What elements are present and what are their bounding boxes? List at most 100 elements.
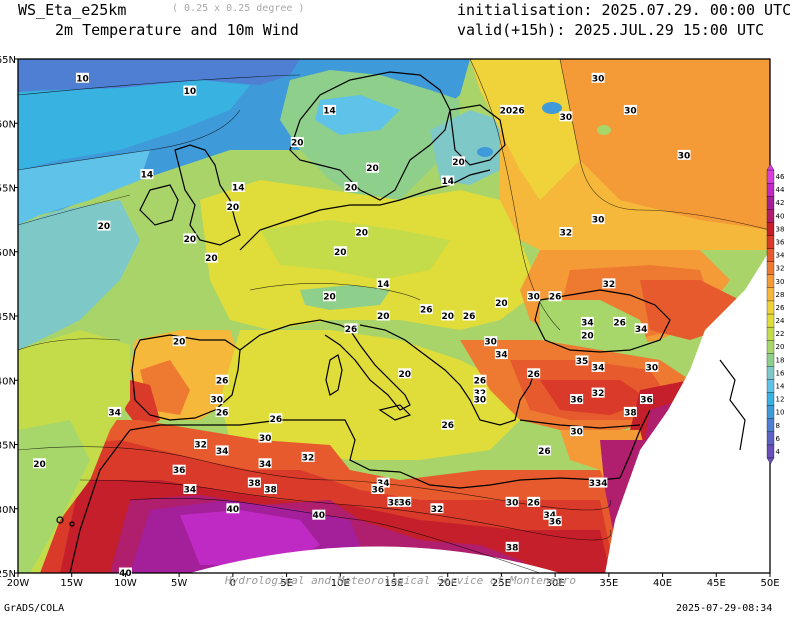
contour-label-bg [108,406,122,417]
colorbar-segment [766,366,775,380]
contour-label-bg [376,477,390,488]
contour-label-bg [118,567,132,578]
contour-label-bg [323,291,337,302]
contour-label: 30 [624,106,637,116]
contour-label-bg [430,503,444,514]
contour-label: 20 [452,158,465,168]
contour-label-bg [570,426,584,437]
contour-label: 34 [495,351,508,361]
contour-label-bg [575,355,589,366]
contour-label-bg [204,252,218,263]
contour-label: 35 [576,357,589,367]
contour-label: 36 [398,498,411,508]
lon-tick-label: 15E [384,578,403,589]
contour-label-bg [634,323,648,334]
grid-resolution: ( 0.25 x 0.25 degree ) [172,3,305,14]
colorbar-label: 12 [776,396,785,404]
colorbar-segment [766,169,775,184]
colorbar-segment [766,431,775,446]
contour-label-bg [376,278,390,289]
contour-label-bg [559,226,573,237]
contour-label-bg [97,220,111,231]
colorbar-label: 36 [776,239,785,247]
contour-label: 26 [441,421,454,431]
contour-label: 38 [388,498,401,508]
contour-label: 20 [398,370,411,380]
contour-label: 26 [463,312,476,322]
colorbar-label: 22 [776,330,785,338]
latitude-axis: 25N 30N 35N 40N 45N 50N 55N 60N 65N [0,55,18,580]
contour-label-bg [226,503,240,514]
lat-tick-label: 40N [0,376,16,387]
contour-label: 10 [76,74,89,84]
contour-label-bg [580,316,594,327]
render-timestamp: 2025-07-29-08:34 [676,603,773,614]
lon-tick-label: 25E [492,578,511,589]
contour-label: 30 [527,293,540,303]
contour-label: 20 [33,460,46,470]
contour-label: 40 [313,511,326,521]
contour-label-bg [183,483,197,494]
colorbar-label: 38 [776,225,785,233]
contour-label: 36 [372,485,385,495]
contour-label-bg [263,483,277,494]
contour-label: 26 [527,498,540,508]
contour-label-bg [312,509,326,520]
contour-label: 32 [302,453,315,463]
contour-label: 20 [377,312,390,322]
colorbar-label: 20 [776,343,785,351]
software-credit: GrADS/COLA [4,603,65,614]
contour-label: 34 [581,318,594,328]
contour-label: 34 [184,485,197,495]
lon-tick-label: 20W [7,578,30,589]
contour-label: 14 [441,177,454,187]
colorbar-segment [766,235,775,249]
colorbar-segment [766,222,775,236]
contour-label-bg [484,336,498,347]
colorbar-segment [766,340,775,354]
lon-tick-label: 35E [599,578,618,589]
contour-label: 26 [613,318,626,328]
colorbar-segment [766,418,775,432]
colorbar-segment [766,287,775,302]
lon-tick-label: 15W [60,578,83,589]
contour-label-bg [588,477,608,488]
contour-label: 30 [592,216,605,226]
contour-label: 34 [216,447,229,457]
contour-label-bg [441,419,455,430]
contour-label-bg [473,387,487,398]
colorbar-label: 44 [776,186,785,194]
colorbar-label: 10 [776,409,785,417]
contour-label: 36 [570,396,583,406]
colorbar-segment [766,182,775,197]
temperature-colorbar: 4681012141618202224262830323436384042444… [766,163,785,465]
contour-label: 30 [560,113,573,123]
contour-label: 36 [640,396,653,406]
contour-label: 20 [581,331,594,341]
contour-label-bg [591,361,605,372]
contour-label: 30 [592,74,605,84]
contour-label: 10 [184,87,197,97]
colorbar-segment [766,405,775,419]
contour-label-bg [639,394,653,405]
lon-tick-label: 30E [546,578,565,589]
contour-label-bg [371,483,385,494]
contour-label: 34 [259,460,272,470]
contour-label: 14 [232,184,245,194]
contour-label-bg [247,477,261,488]
lat-tick-label: 50N [0,248,16,259]
contour-label: 26 [216,376,229,386]
contour-label-bg [623,104,637,115]
contour-label-bg [194,439,208,449]
contour-label: 20 [356,228,369,238]
contour-label-bg [258,432,272,443]
contour-label-bg [505,496,519,507]
contour-label: 26 [420,306,433,316]
contour-label-bg [323,104,337,115]
lat-tick-label: 25N [0,569,16,580]
contour-label-bg [645,361,659,372]
contour-label: 34 [635,325,648,335]
lat-tick-label: 55N [0,184,16,195]
contour-label: 20 [291,139,304,149]
contour-label-bg [215,445,229,456]
